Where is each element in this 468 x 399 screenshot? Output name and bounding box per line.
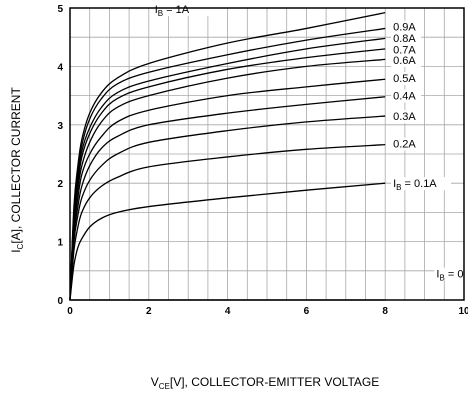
x-tick-label: 0 <box>67 306 73 317</box>
curve-2 <box>69 37 386 301</box>
curve-label-3: 0.7A <box>393 44 416 56</box>
curve-label-sub: B <box>439 274 444 283</box>
curve-label-bg <box>391 31 422 45</box>
curve-label-bg <box>152 3 213 17</box>
y-tick-label: 4 <box>57 62 63 73</box>
curve-label-9: IB = 0.1A <box>393 178 437 192</box>
tick-labels: 0 2 4 6 8 10 0 1 2 3 4 5 <box>57 4 468 317</box>
x-tick-label: 6 <box>304 306 310 317</box>
curve-label-bg <box>391 177 452 191</box>
y-axis-label-sub: C <box>16 243 25 249</box>
curve-labels: IB = 1A0.9A0.8A0.7A0.6A0.5A0.4A0.3A0.2AI… <box>152 3 468 283</box>
curve-label-bg <box>391 89 422 103</box>
x-tick-label: 8 <box>382 306 388 317</box>
curve-label-bg <box>391 43 422 57</box>
x-axis-label: VCE[V], COLLECTOR-EMITTER VOLTAGE <box>151 375 380 391</box>
curve-label-main: I <box>155 4 158 16</box>
curve-label-bg <box>391 72 422 86</box>
curve-label-rest: = 0.1A <box>401 178 437 190</box>
x-axis-label-rest: [V], COLLECTOR-EMITTER VOLTAGE <box>170 375 379 389</box>
curve-9 <box>69 182 386 301</box>
curve-5 <box>69 78 386 301</box>
curve-label-main: I <box>393 178 396 190</box>
curve-label-bg <box>434 267 468 281</box>
y-tick-label: 0 <box>57 296 63 307</box>
curve-label-bg <box>391 110 422 124</box>
curve-label-1: 0.9A <box>393 22 416 34</box>
curve-6 <box>69 96 386 301</box>
y-tick-label: 2 <box>57 179 63 190</box>
curve-label-main: I <box>436 269 439 281</box>
curve-label-6: 0.4A <box>393 91 416 103</box>
curve-7 <box>69 115 386 301</box>
curve-label-sub: B <box>396 183 401 192</box>
y-axis-label: IC[A], COLLECTOR CURRENT <box>9 87 25 253</box>
y-axis-label-main: I <box>9 249 23 252</box>
x-axis-label-sub: CE <box>159 382 170 391</box>
x-axis-label-main: V <box>151 375 159 389</box>
curve-label-bg <box>391 20 422 34</box>
y-axis-label-rest: [A], COLLECTOR CURRENT <box>9 87 23 244</box>
curve-label-bg <box>391 137 422 151</box>
curve-label-rest: = 1A <box>163 4 190 16</box>
curve-3 <box>69 48 386 301</box>
curve-label-7: 0.3A <box>393 111 416 123</box>
curve-4 <box>69 58 386 301</box>
x-tick-label: 2 <box>146 306 152 317</box>
curve-label-rest: = 0 <box>445 269 464 281</box>
curve-label-4: 0.6A <box>393 55 416 67</box>
curve-label-8: 0.2A <box>393 138 416 150</box>
y-tick-label: 1 <box>57 238 63 249</box>
curve-label-5: 0.5A <box>393 73 416 85</box>
y-tick-label: 5 <box>57 4 63 15</box>
curve-label-0: IB = 1A <box>155 4 190 18</box>
curve-label-sub: B <box>158 9 163 18</box>
x-tick-label: 10 <box>458 306 468 317</box>
y-tick-label: 3 <box>57 121 63 132</box>
curve-label-2: 0.8A <box>393 33 416 45</box>
x-tick-label: 4 <box>225 306 231 317</box>
plot-frame <box>69 7 465 301</box>
curve-8 <box>69 144 386 301</box>
curve-label-10: IB = 0 <box>436 269 463 283</box>
curve-0 <box>69 12 386 301</box>
curve-label-bg <box>391 53 422 67</box>
